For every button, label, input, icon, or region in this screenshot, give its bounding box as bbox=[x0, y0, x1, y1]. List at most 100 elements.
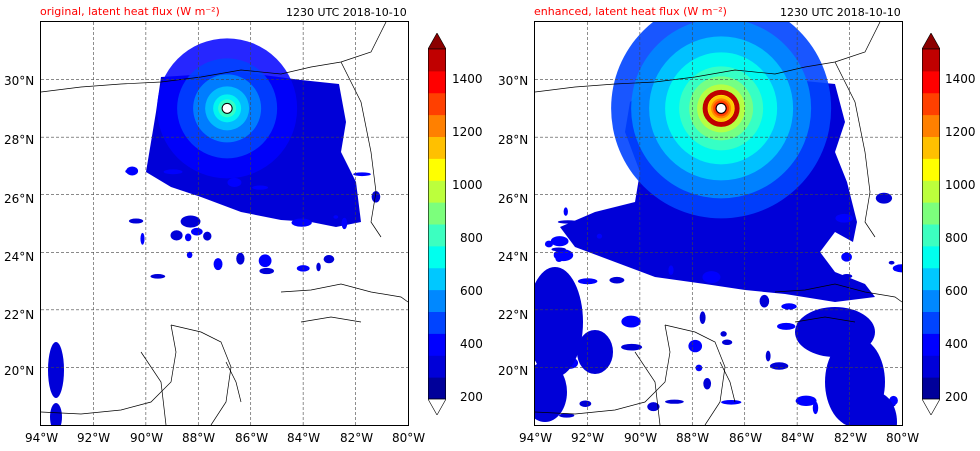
colorbar-extend-top bbox=[427, 32, 447, 50]
flux-cell bbox=[333, 215, 339, 219]
lat-label: 20°N bbox=[4, 364, 35, 378]
flux-cell bbox=[841, 274, 853, 279]
colorbar-segment bbox=[922, 180, 940, 203]
colorbar-tick: 1200 bbox=[945, 125, 976, 139]
flux-cell bbox=[252, 185, 269, 190]
coastline bbox=[774, 283, 902, 303]
flux-cell bbox=[371, 191, 381, 203]
coastline bbox=[300, 316, 362, 323]
hurricane-eye bbox=[715, 102, 727, 114]
flux-cell bbox=[555, 255, 563, 262]
flux-cell bbox=[647, 402, 660, 412]
colorbar-tick: 1400 bbox=[452, 72, 483, 86]
colorbar-segment bbox=[428, 114, 446, 137]
colorbar-segment bbox=[428, 49, 446, 72]
flux-cell bbox=[287, 181, 295, 191]
lon-label: 94°W bbox=[519, 431, 553, 445]
flux-patch bbox=[50, 403, 62, 425]
colorbar-extend-bottom bbox=[921, 398, 941, 416]
coastline bbox=[794, 316, 856, 323]
flux-cell bbox=[835, 213, 853, 223]
flux-cell bbox=[795, 395, 817, 406]
panel-timestamp: 1230 UTC 2018-10-10 bbox=[286, 6, 407, 19]
lat-label: 26°N bbox=[4, 192, 35, 206]
lon-label: 84°W bbox=[287, 431, 321, 445]
flux-cell bbox=[892, 264, 902, 273]
colorbar-tick: 600 bbox=[460, 284, 483, 298]
lon-label: 80°W bbox=[392, 431, 426, 445]
flux-cell bbox=[769, 362, 789, 370]
flux-cell bbox=[720, 331, 727, 337]
colorbar-segment bbox=[428, 377, 446, 400]
flux-cell bbox=[645, 223, 660, 235]
flux-cell bbox=[203, 188, 222, 196]
flux-cell bbox=[550, 236, 569, 247]
flux-cell bbox=[665, 399, 684, 404]
lon-label: 86°W bbox=[729, 431, 763, 445]
flux-cell bbox=[259, 267, 275, 275]
lon-label: 84°W bbox=[781, 431, 815, 445]
flux-cell bbox=[668, 265, 674, 276]
colorbar-segment bbox=[428, 136, 446, 159]
lat-label: 24°N bbox=[4, 250, 35, 264]
colorbar-tick: 600 bbox=[945, 284, 968, 298]
flux-patch bbox=[48, 342, 64, 398]
coastline bbox=[41, 324, 177, 415]
map-canvas bbox=[535, 22, 902, 425]
colorbar-segment bbox=[922, 158, 940, 181]
lon-label: 92°W bbox=[77, 431, 111, 445]
flux-cell bbox=[875, 192, 893, 204]
colorbar-segment bbox=[428, 311, 446, 334]
flux-cell bbox=[688, 339, 703, 353]
flux-cell bbox=[781, 303, 797, 310]
coastline bbox=[834, 61, 876, 238]
colorbar-segment bbox=[428, 267, 446, 291]
flux-cell bbox=[609, 276, 625, 284]
flux-cell bbox=[163, 169, 183, 175]
map-canvas bbox=[41, 22, 408, 425]
colorbar-tick: 1200 bbox=[452, 125, 483, 139]
flux-cell bbox=[291, 218, 312, 227]
colorbar-segment bbox=[922, 289, 940, 312]
colorbar-segment bbox=[922, 333, 940, 356]
flux-cell bbox=[191, 227, 203, 236]
coastline bbox=[225, 361, 242, 403]
flux-cell bbox=[695, 364, 703, 372]
flux-cell bbox=[812, 401, 819, 415]
flux-cell bbox=[563, 207, 568, 216]
colorbar-segment bbox=[922, 70, 940, 94]
flux-cell bbox=[140, 232, 145, 245]
flux-cell bbox=[258, 254, 272, 268]
lat-label: 24°N bbox=[498, 250, 529, 264]
flux-cell bbox=[203, 231, 212, 241]
flux-cell bbox=[557, 220, 579, 224]
colorbar-canvas bbox=[921, 32, 941, 416]
flux-cell bbox=[721, 400, 742, 405]
lon-label: 88°W bbox=[676, 431, 710, 445]
colorbar-segment bbox=[428, 245, 446, 269]
colorbar-tick: 800 bbox=[945, 231, 968, 245]
flux-cell bbox=[797, 206, 806, 213]
lat-label: 30°N bbox=[4, 74, 35, 88]
lon-label: 94°W bbox=[25, 431, 59, 445]
flux-cell bbox=[579, 400, 592, 407]
flux-cell bbox=[841, 252, 852, 262]
colorbar-tick: 200 bbox=[945, 390, 968, 404]
colorbar-segment bbox=[922, 311, 940, 334]
coastline bbox=[634, 351, 661, 425]
map-original bbox=[40, 21, 409, 426]
colorbar-segment bbox=[922, 92, 940, 116]
lat-label: 30°N bbox=[498, 74, 529, 88]
colorbar-segment bbox=[428, 333, 446, 356]
lat-label: 28°N bbox=[498, 133, 529, 147]
coastline bbox=[719, 361, 736, 403]
flux-cell bbox=[596, 233, 603, 239]
colorbar-segment bbox=[922, 267, 940, 291]
colorbar-segment bbox=[922, 224, 940, 247]
flux-cell bbox=[729, 232, 735, 245]
colorbar-segment bbox=[922, 136, 940, 159]
flux-cell bbox=[621, 343, 643, 351]
flux-patch bbox=[535, 267, 583, 377]
colorbar-tick: 1400 bbox=[945, 72, 976, 86]
map-enhanced bbox=[534, 21, 903, 426]
